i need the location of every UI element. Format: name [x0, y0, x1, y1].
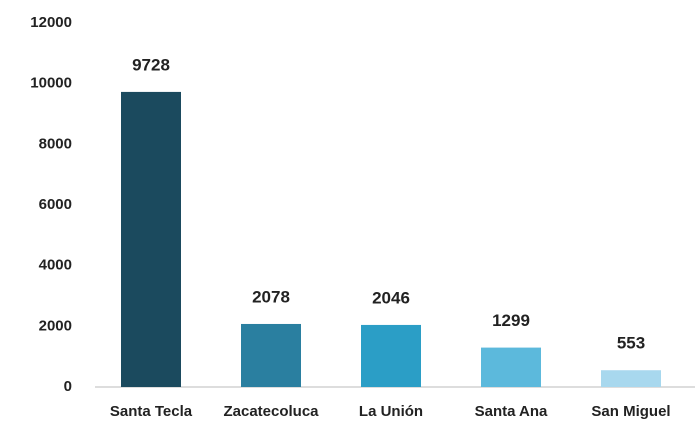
data-label: 2078 — [252, 287, 290, 306]
x-tick-label: La Unión — [359, 403, 423, 420]
bar — [241, 323, 301, 387]
bar — [361, 324, 421, 387]
data-label: 553 — [617, 334, 645, 353]
x-tick-label: Santa Tecla — [110, 403, 193, 420]
bar — [481, 347, 541, 387]
bar — [601, 370, 661, 387]
x-tick-label: San Miguel — [591, 403, 670, 420]
data-label: 1299 — [492, 311, 530, 330]
x-tick-label: Zacatecoluca — [223, 403, 319, 420]
y-tick-label: 8000 — [39, 135, 72, 152]
y-tick-label: 10000 — [30, 75, 72, 92]
y-tick-label: 6000 — [39, 196, 72, 213]
y-tick-label: 2000 — [39, 317, 72, 334]
y-tick-label: 0 — [64, 378, 72, 395]
data-label: 2046 — [372, 288, 410, 307]
y-tick-label: 4000 — [39, 257, 72, 274]
bar — [121, 91, 181, 388]
data-label: 9728 — [132, 55, 170, 74]
y-tick-label: 12000 — [30, 14, 72, 31]
x-tick-label: Santa Ana — [475, 403, 548, 420]
